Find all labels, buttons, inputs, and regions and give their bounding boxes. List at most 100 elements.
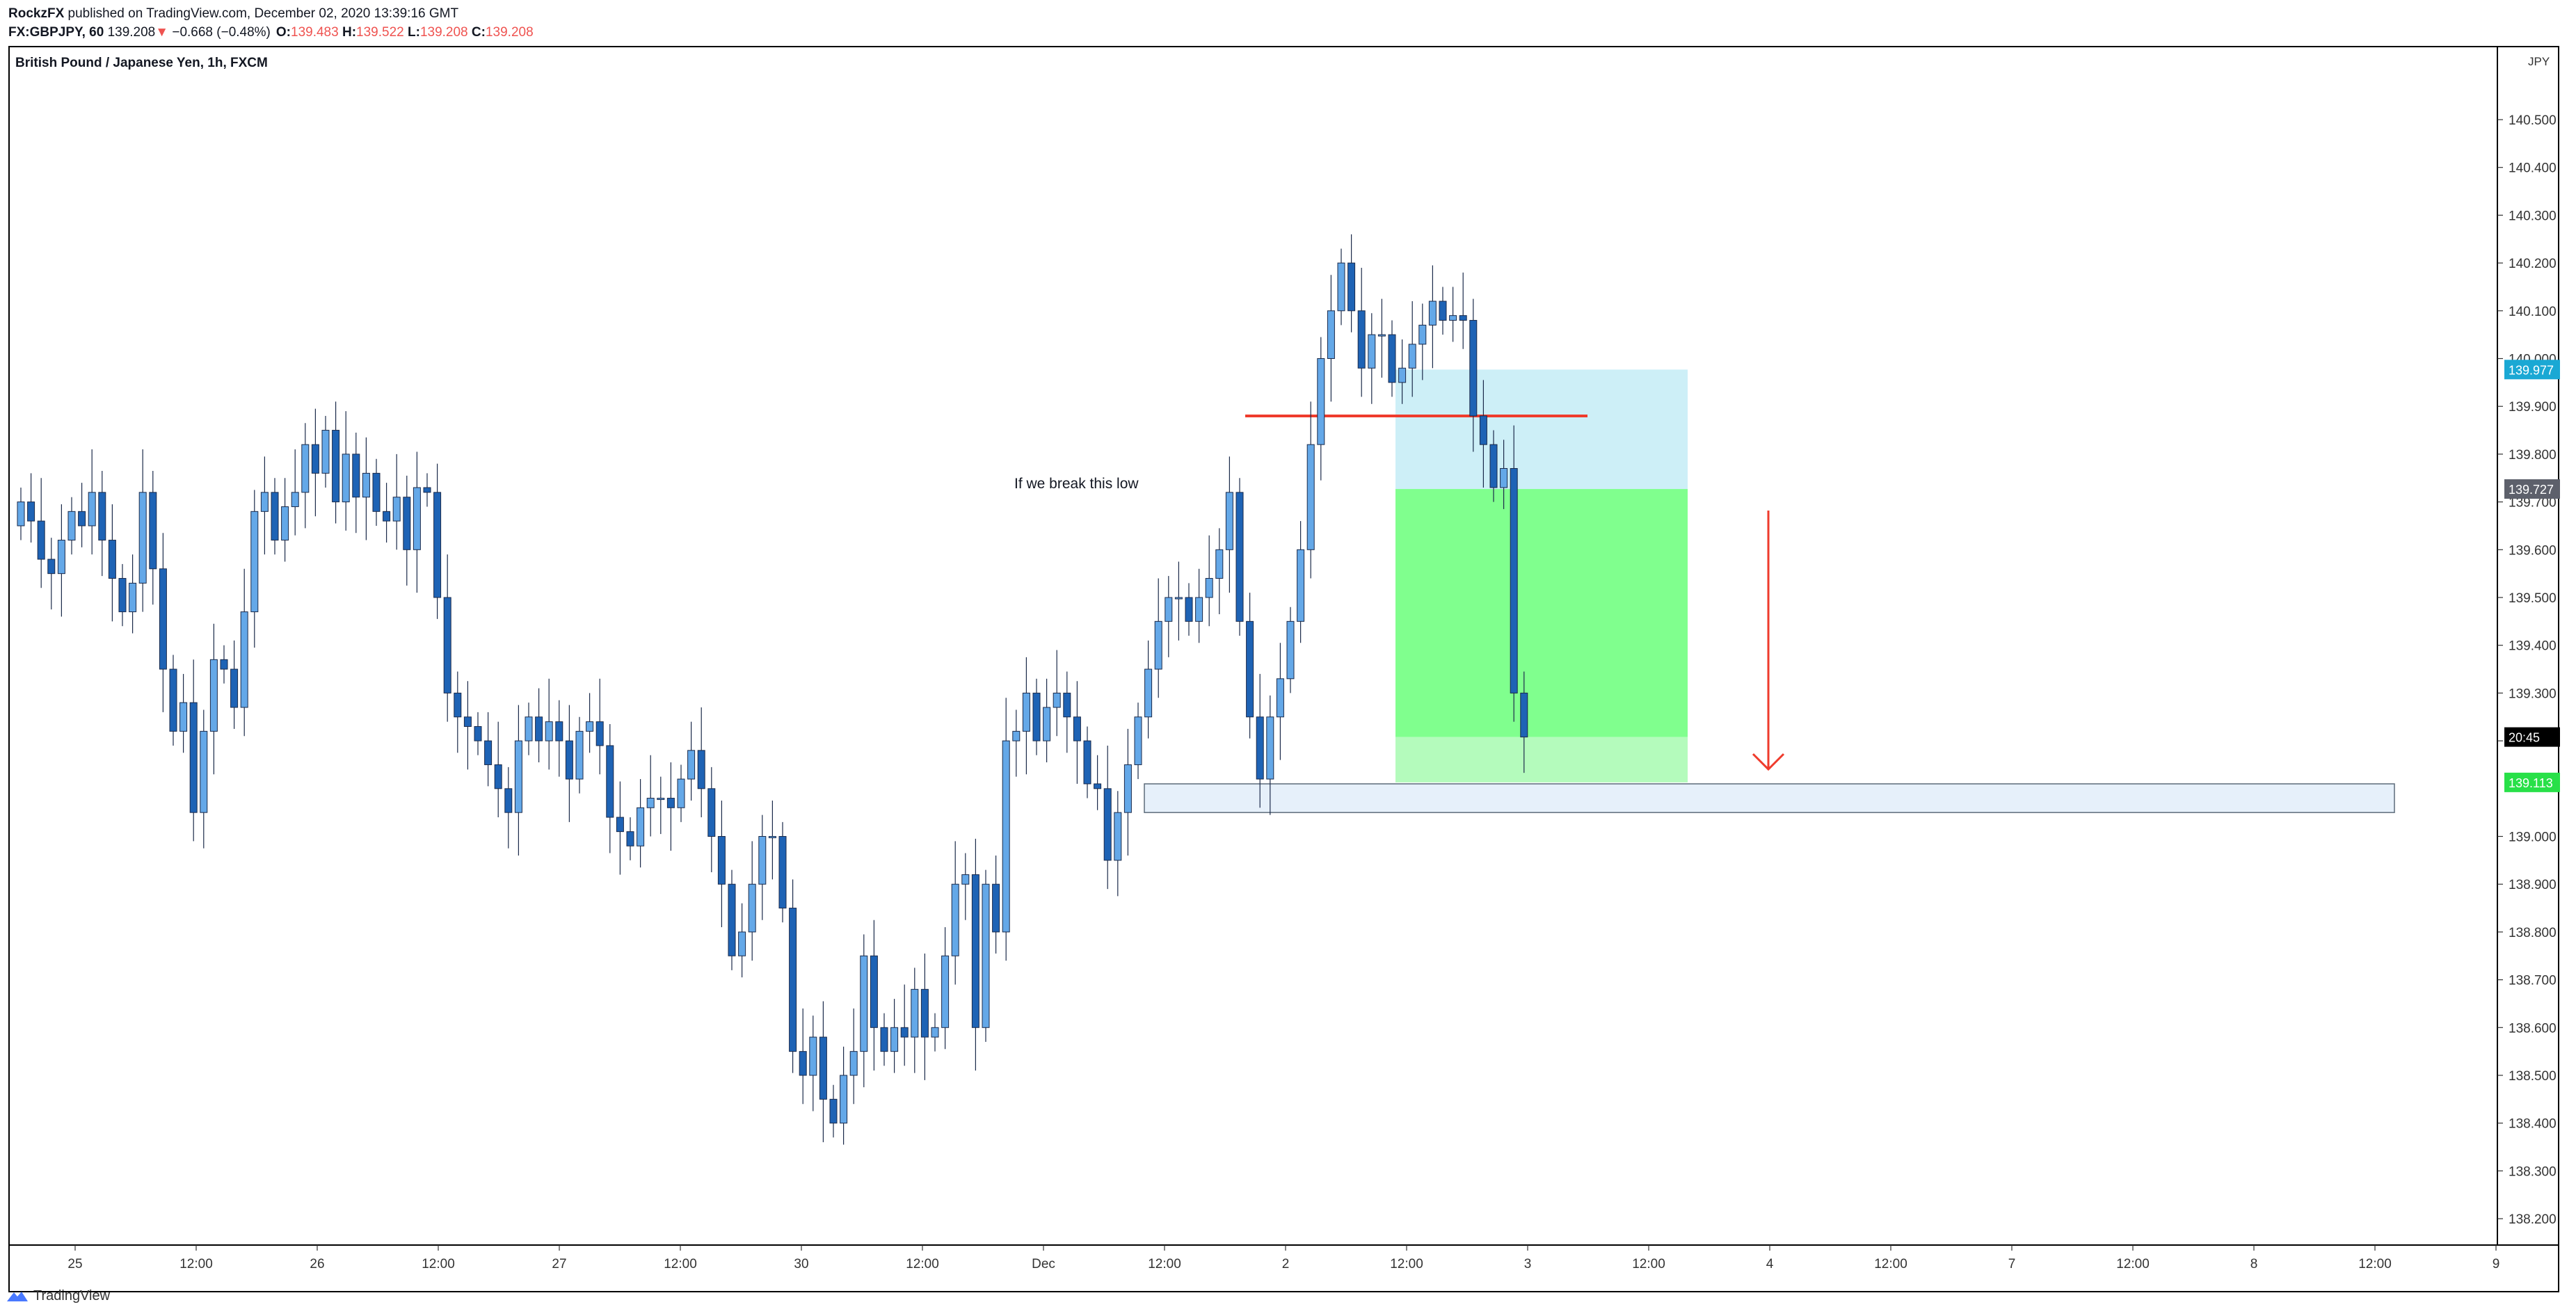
candle [606,724,614,853]
candle [1489,430,1498,502]
countdown-tag-text: 20:45 [2509,731,2540,745]
candle [1347,234,1356,332]
candle [78,483,86,547]
stop-price-tag[interactable]: 139.977 [2504,360,2560,380]
candle-body [1297,549,1305,622]
candle-body [819,1036,827,1100]
candle [1449,287,1457,342]
candle-body [1347,262,1356,312]
stop-loss-zone[interactable] [1395,369,1688,490]
candle [1205,535,1213,627]
target-price-tag[interactable]: 139.113 [2504,772,2560,792]
currency-label[interactable]: JPY [2528,55,2550,68]
candle [1469,298,1478,452]
candle-body [179,702,188,732]
symbol-label[interactable]: FX:GBPJPY, 60 [8,25,104,40]
candle [311,408,319,517]
candle-body [494,764,502,789]
candle-body [911,988,919,1038]
candle [1022,657,1030,775]
chart-title: British Pound / Japanese Yen, 1h, FXCM [15,56,268,70]
candle-body [586,721,594,732]
support-zone-box[interactable] [1144,783,2395,813]
candle-body [778,836,787,909]
candle-body [971,874,979,1028]
candle [454,671,462,753]
candle [88,449,96,555]
target-price-tag-text: 139.113 [2509,776,2553,790]
candle-body [301,444,310,493]
y-tick-label: 138.500 [2509,1069,2557,1084]
tradingview-footer[interactable]: TradingView [6,1288,110,1304]
candle-body [1134,716,1142,765]
candle-body [860,955,868,1052]
candle-body [1103,788,1112,861]
footer-brand: TradingView [33,1288,111,1303]
candle [575,716,584,794]
profit-zone[interactable] [1395,489,1688,737]
x-tick-label: 4 [1766,1257,1774,1271]
candle-body [1317,358,1325,445]
candle-body [1174,597,1183,600]
candle [1103,745,1112,890]
candle-body [687,750,696,780]
candle [362,437,370,540]
publish-line: RockzFX published on TradingView.com, De… [8,4,534,23]
remaining-target-zone[interactable] [1395,737,1688,783]
annotation-text[interactable]: If we break this low [1014,476,1139,492]
candle [860,934,868,1088]
candle-body [159,568,167,670]
candle-body [1337,262,1345,312]
candle [748,841,756,961]
candle-body [362,472,370,498]
price-axis[interactable]: 140.500140.400140.300140.200140.100140.0… [2497,113,2557,1227]
candle-body [657,798,665,801]
candle-body [931,1027,939,1038]
candle-body [149,492,157,570]
candle [586,693,594,753]
candle [1377,298,1386,378]
candle-body [1225,492,1233,550]
candle [799,1008,807,1105]
candle-body [443,597,451,693]
candle-body [88,492,96,527]
candle-body [1002,740,1010,933]
candle [677,764,685,822]
candle-body [951,883,959,956]
candle [1073,681,1081,784]
publish-header: RockzFX published on TradingView.com, De… [8,4,534,42]
candle-body [474,725,482,741]
candle-body [108,540,116,579]
candle [1337,248,1345,326]
candle [982,869,990,1042]
candles-layer [17,234,1528,1145]
x-tick-label: 26 [310,1257,324,1271]
candle [514,705,522,856]
candle [271,478,279,555]
candle-body [311,444,319,474]
candle [666,762,675,851]
publisher-name[interactable]: RockzFX [8,6,65,21]
candle [1063,671,1071,753]
candle-body [1286,620,1295,680]
y-tick-label: 139.400 [2509,639,2557,654]
candle-body [646,798,655,808]
time-axis[interactable]: 25 12:00 26 12:00 27 12:00 30 12:00 Dec 12:00 2 12:… [67,1245,2499,1271]
candle [920,953,929,1080]
candle-body [383,511,391,522]
candle-body [220,659,228,670]
candle [616,781,624,875]
y-tick-label: 140.300 [2509,209,2557,223]
candle-body [1469,320,1478,417]
candle-body [37,520,45,560]
x-tick-label: 12:00 [422,1257,455,1271]
entry-price-tag[interactable]: 139.727 [2504,479,2560,499]
countdown-tag[interactable]: 20:45 [2504,727,2560,747]
candle [250,490,259,648]
candle-body [57,540,65,575]
candle-body [555,721,563,741]
candle [900,984,909,1066]
y-tick-label: 139.300 [2509,687,2557,701]
down-arrow-drawing[interactable] [1752,511,1785,771]
